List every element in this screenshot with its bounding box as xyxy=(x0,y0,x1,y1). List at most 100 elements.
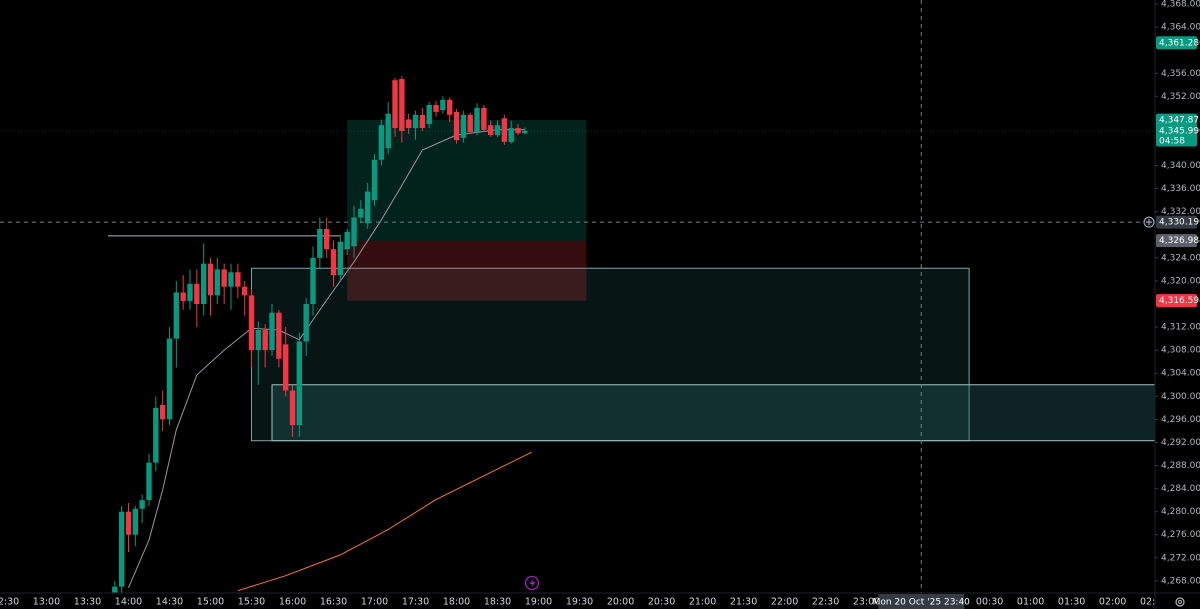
candle-body xyxy=(467,114,473,133)
candle-body xyxy=(269,312,275,351)
candle-body xyxy=(200,263,207,304)
candle-body xyxy=(399,79,405,131)
candle-body xyxy=(139,500,145,509)
candle-body xyxy=(125,511,132,535)
crosshair-price-box xyxy=(1156,215,1197,229)
x-tick-label: 18:30 xyxy=(484,597,511,608)
candle-body xyxy=(392,80,398,129)
y-tick-label: 4,324.000 xyxy=(1161,253,1200,263)
x-tick-label: 17:00 xyxy=(361,597,388,608)
y-tick-label: 4,336.000 xyxy=(1161,184,1200,194)
candle-body xyxy=(282,344,289,391)
settings-icon[interactable] xyxy=(1175,597,1185,607)
crosshair-plus[interactable] xyxy=(1143,216,1155,228)
price-label-box xyxy=(1156,124,1197,147)
price-label-box xyxy=(1156,294,1197,308)
candle-body xyxy=(166,338,173,420)
y-tick-label: 4,276.000 xyxy=(1161,530,1200,540)
candle-body xyxy=(440,99,446,111)
x-tick-label: 18:00 xyxy=(443,597,470,608)
x-tick-label: 21:30 xyxy=(730,597,757,608)
candle-body xyxy=(488,125,494,135)
x-tick-label: 16:00 xyxy=(279,597,306,608)
candle-body xyxy=(255,329,262,351)
candle-body xyxy=(194,283,200,304)
y-tick-label: 4,320.000 xyxy=(1161,276,1200,286)
x-tick-label: 15:00 xyxy=(197,597,224,608)
x-tick-label: 22:00 xyxy=(771,597,798,608)
zone xyxy=(271,384,1155,442)
y-tick-label: 4,332.000 xyxy=(1161,207,1200,217)
y-tick-label: 4,292.000 xyxy=(1161,438,1200,448)
x-tick-label: 02:00 xyxy=(1099,597,1126,608)
candle-body xyxy=(364,191,371,224)
y-tick-label: 4,272.000 xyxy=(1161,553,1200,563)
x-tick-label: 20:30 xyxy=(648,597,675,608)
candle-body xyxy=(515,128,521,134)
candle-body xyxy=(112,586,118,593)
candle-body xyxy=(146,462,152,501)
candle-body xyxy=(351,217,357,247)
candle-body xyxy=(180,292,186,302)
x-tick-label: 19:00 xyxy=(525,597,552,608)
candle-body xyxy=(385,113,391,149)
price-label-box xyxy=(1156,36,1197,50)
candle-body xyxy=(317,229,323,258)
zone xyxy=(251,267,970,442)
candle-body xyxy=(159,404,166,420)
crosshair-price-label: 4,330.190 xyxy=(1159,218,1200,228)
x-tick-label: 15:30 xyxy=(238,597,265,608)
x-tick-label: 22:30 xyxy=(812,597,839,608)
candle-body xyxy=(262,329,268,351)
y-tick-label: 4,308.000 xyxy=(1161,346,1200,356)
price-label: 4,345.990 xyxy=(1159,127,1200,137)
candle-body xyxy=(276,312,282,359)
x-tick-label: 19:30 xyxy=(566,597,593,608)
x-tick-label: 20:00 xyxy=(607,597,634,608)
candle-body xyxy=(481,107,487,130)
candle-body xyxy=(433,104,439,112)
candle-body xyxy=(187,283,193,302)
candle-body xyxy=(501,118,508,142)
candle-body xyxy=(330,249,337,276)
y-tick-label: 4,352.000 xyxy=(1161,92,1200,102)
plot-area xyxy=(0,0,1155,593)
candle-body xyxy=(207,263,214,296)
candle-body xyxy=(412,114,419,129)
candle-body xyxy=(289,390,296,426)
candle-body xyxy=(460,114,467,138)
x-tick-label: 12:30 xyxy=(0,597,19,608)
candle-body xyxy=(474,107,480,133)
candle-body xyxy=(337,241,344,276)
y-tick-label: 4,368.000 xyxy=(1161,0,1200,10)
candle-body xyxy=(494,125,501,135)
candle-body xyxy=(446,99,453,115)
candle-body xyxy=(426,104,432,125)
x-tick-label: 14:30 xyxy=(156,597,183,608)
y-tick-label: 4,340.000 xyxy=(1161,161,1200,171)
plus-sign xyxy=(1146,219,1152,226)
price-label-box xyxy=(1156,113,1197,127)
candle-body xyxy=(323,229,330,250)
x-tick-label: 13:00 xyxy=(33,597,60,608)
price-label-box xyxy=(1156,234,1197,248)
y-tick-label: 4,284.000 xyxy=(1161,484,1200,494)
y-tick-label: 4,364.000 xyxy=(1161,23,1200,33)
candle-body xyxy=(296,341,303,426)
candle-body xyxy=(378,125,385,160)
y-tick-label: 4,312.000 xyxy=(1161,323,1200,333)
candle-body xyxy=(371,159,378,201)
position-stop xyxy=(347,240,587,301)
x-tick-label: 01:30 xyxy=(1058,597,1085,608)
candle-body xyxy=(344,231,350,250)
overlay-line xyxy=(237,451,532,592)
x-tick-label: 23:00 xyxy=(853,597,880,608)
candle-body xyxy=(173,292,180,339)
candle-body xyxy=(214,269,221,296)
candle-body xyxy=(118,511,125,587)
candle-body xyxy=(310,257,316,304)
lightning-icon[interactable] xyxy=(524,575,540,591)
y-tick-label: 4,300.000 xyxy=(1161,392,1200,402)
